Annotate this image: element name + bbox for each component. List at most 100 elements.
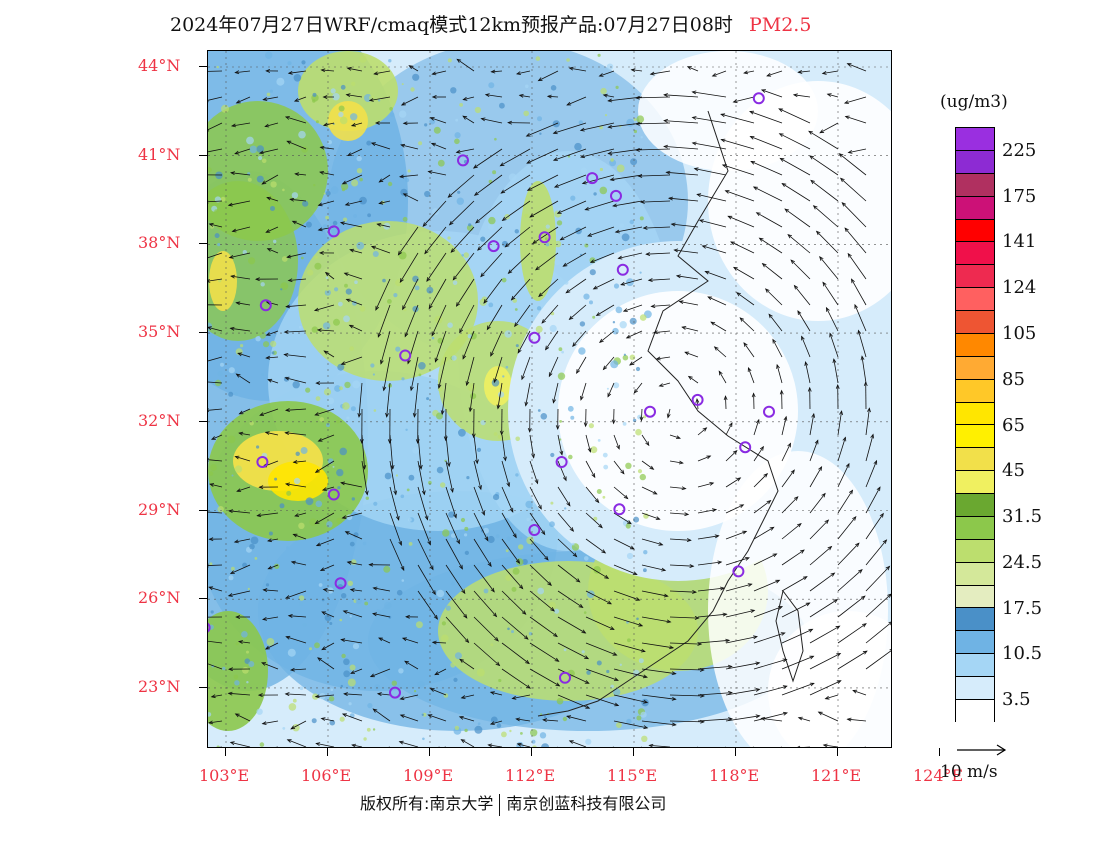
wind-vector [526,148,559,164]
concentration-speck [309,518,317,526]
wind-vector [557,460,567,481]
legend-unit: (ug/m3) [940,92,1008,112]
concentration-speck [480,236,486,242]
colorbar-cell [956,356,994,380]
wind-vector-head [663,144,669,149]
concentration-speck [460,517,466,523]
concentration-speck [261,158,267,164]
station-marker [327,488,340,501]
wind-vector-head [844,227,849,233]
wind-vector [529,434,535,458]
wind-vector-head [503,456,507,462]
wind-vector [321,718,335,722]
concentration-speck [559,420,562,423]
wind-vector [266,226,279,233]
wind-vector-head [815,230,821,236]
wind-vector-head [459,658,464,663]
wind-vector [410,356,419,391]
wind-vector [480,252,503,277]
wind-vector [618,252,643,259]
concentration-speck [615,306,623,314]
wind-vector [761,89,783,98]
wind-vector-head [434,671,440,676]
concentration-speck [341,593,347,599]
wind-vector-head [750,609,756,614]
wind-vector [321,642,335,650]
wind-vector [266,330,279,336]
wind-vector [232,226,251,232]
wind-vector-head [645,252,651,256]
wind-vector-head [264,645,270,650]
wind-vector [208,640,223,644]
wind-vector-head [262,588,268,592]
wind-vector [710,321,727,332]
concentration-speck [298,522,305,529]
concentration-speck [259,742,265,747]
wind-vector [208,148,223,153]
concentration-speck [508,173,517,182]
wind-vector [266,301,279,306]
wind-vector [725,610,755,618]
wind-vector-head [801,335,805,341]
wind-vector [753,186,783,202]
wind-vector-head [609,177,615,182]
wind-vector [809,155,839,176]
wind-vector [781,602,810,618]
concentration-speck [307,269,314,276]
colorbar-label: 45 [1002,460,1025,482]
concentration-speck [498,678,502,683]
wind-vector-head [525,659,530,665]
wind-vector [585,538,606,554]
wind-vector [235,456,251,462]
wind-vector [725,531,747,540]
concentration-speck [568,454,573,460]
wind-vector-head [235,615,241,619]
wind-vector [822,70,839,74]
wind-vector [613,486,628,499]
concentration-speck [467,383,476,392]
wind-vector-head [422,222,427,227]
concentration-speck [359,196,367,205]
wind-vector [587,226,615,237]
wind-vector-head [230,274,236,279]
wind-vector-head [370,142,376,147]
wind-vector [753,685,787,696]
wind-vector-head [759,445,764,451]
wind-vector [613,694,648,703]
wind-vector [352,744,363,747]
wind-vector [342,174,363,185]
wind-vector [284,354,307,358]
wind-vector [809,625,840,644]
colorbar-label: 65 [1002,414,1025,436]
concentration-speck [366,727,371,732]
wind-vector-head [459,564,463,570]
wind-vector-head [399,714,405,719]
wind-vector [379,200,391,204]
wind-vector [473,486,485,516]
wind-vector [547,95,559,98]
wind-vector-head [459,328,464,334]
concentration-speck [590,446,598,454]
wind-vector [358,382,363,417]
wind-vector [517,743,531,747]
wind-vector [402,278,419,310]
wind-vector [318,434,335,442]
wind-vector-head [768,313,773,319]
lon-label: 112°E [505,766,556,785]
wind-vector-head [283,353,289,357]
concentration-speck [436,589,445,598]
wind-vector-head [477,246,482,251]
concentration-speck [362,541,367,546]
wind-vector-head [545,345,550,351]
wind-vector [373,587,391,592]
wind-vector-head [323,350,329,355]
concentration-speck [328,696,335,702]
wind-vector [684,351,699,358]
concentration-speck [441,634,449,643]
wind-vector-head [739,504,745,509]
concentration-speck [270,340,277,347]
wind-vector-head [456,539,460,545]
concentration-speck [408,474,415,481]
map-area[interactable] [207,50,892,748]
wind-vector [613,564,637,575]
